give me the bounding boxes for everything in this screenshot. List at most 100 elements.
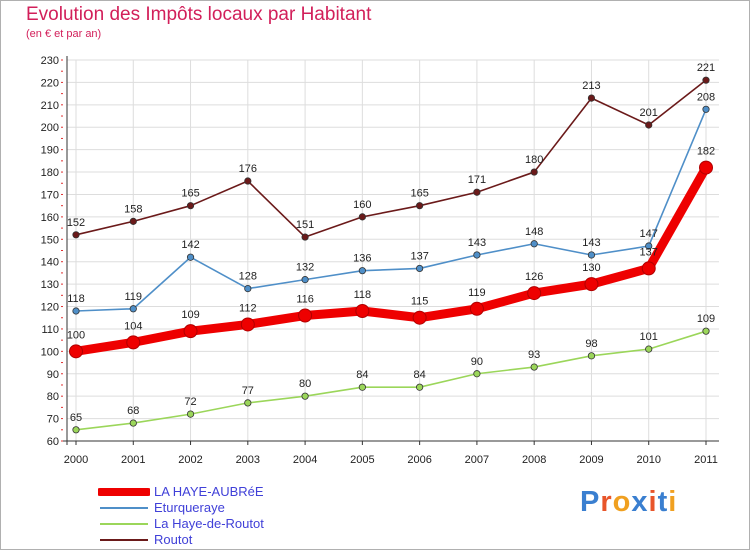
y-minor-tick [61, 137, 63, 139]
y-tick-label: 60 [47, 436, 59, 448]
data-point [645, 121, 653, 129]
data-point [72, 307, 80, 315]
y-minor-tick [61, 70, 63, 72]
x-tick-label: 2005 [350, 454, 374, 466]
y-tick-label: 200 [41, 122, 59, 134]
chart-subtitle: (en € et par an) [26, 28, 102, 40]
data-point [183, 324, 198, 339]
x-tick-label: 2001 [121, 454, 145, 466]
y-tick-label: 230 [41, 55, 59, 67]
legend-label: Eturqueraye [154, 500, 225, 515]
data-label: 137 [640, 246, 658, 258]
data-label: 147 [640, 228, 658, 240]
chart-title: Evolution des Impôts locaux par Habitant [26, 4, 372, 25]
data-point [358, 213, 366, 221]
series-line [75, 330, 707, 431]
data-label: 182 [697, 146, 715, 158]
data-point [72, 231, 80, 239]
data-point [702, 105, 710, 113]
data-point [416, 264, 424, 273]
logo-letter: i [668, 486, 678, 518]
data-label: 132 [296, 262, 314, 274]
data-point [355, 304, 370, 319]
data-label: 101 [640, 331, 658, 343]
data-point [530, 240, 538, 248]
data-point [469, 301, 484, 316]
data-label: 176 [239, 163, 257, 175]
y-minor-tick [61, 250, 63, 251]
y-minor-tick [61, 418, 63, 420]
y-tick-label: 90 [47, 369, 59, 381]
data-label: 171 [468, 174, 486, 186]
y-minor-tick [61, 306, 63, 308]
data-label: 137 [410, 250, 428, 262]
data-point [645, 345, 653, 353]
data-point [473, 370, 481, 378]
y-minor-tick [61, 272, 63, 274]
data-label: 93 [528, 349, 540, 361]
y-tick-label: 220 [41, 77, 59, 89]
data-point [186, 202, 195, 210]
data-label: 136 [353, 253, 371, 265]
data-point [641, 261, 656, 276]
y-tick-label: 210 [41, 100, 59, 112]
data-label: 109 [697, 313, 715, 325]
y-minor-tick [61, 384, 63, 386]
data-point [244, 399, 252, 407]
x-tick-label: 2007 [465, 454, 489, 466]
data-point [530, 168, 538, 176]
x-tick-label: 2002 [178, 454, 202, 466]
x-tick-label: 2011 [694, 454, 718, 466]
data-label: 180 [525, 154, 543, 166]
data-label: 90 [471, 356, 483, 368]
y-minor-tick [61, 126, 63, 128]
y-tick-label: 180 [41, 167, 59, 179]
y-minor-tick [61, 115, 63, 117]
data-point [129, 305, 137, 313]
y-minor-tick [61, 160, 63, 162]
y-minor-tick [61, 440, 63, 442]
data-point [473, 251, 481, 259]
y-minor-tick [61, 339, 63, 341]
data-point [702, 76, 710, 84]
y-minor-tick [61, 283, 63, 285]
y-minor-tick [61, 317, 63, 319]
data-label: 221 [697, 62, 715, 74]
data-label: 115 [411, 296, 429, 308]
y-tick-label: 140 [41, 257, 59, 269]
y-minor-tick [61, 93, 63, 95]
y-minor-tick [61, 171, 63, 173]
data-point [412, 310, 427, 325]
y-tick-label: 150 [41, 234, 59, 246]
data-label: 84 [414, 369, 426, 381]
logo-letter: t [657, 486, 669, 518]
logo-letter: i [648, 486, 658, 518]
legend-swatch [100, 507, 148, 509]
x-tick-label: 2003 [236, 454, 260, 466]
data-point [587, 251, 596, 259]
y-minor-tick [61, 406, 63, 408]
data-label: 80 [299, 378, 311, 390]
data-point [584, 277, 599, 292]
data-label: 118 [67, 293, 85, 305]
data-point [358, 267, 366, 275]
y-minor-tick [61, 227, 63, 229]
y-minor-tick [61, 238, 63, 240]
data-label: 151 [296, 219, 314, 231]
y-minor-tick [61, 81, 63, 83]
data-label: 148 [525, 226, 543, 238]
data-label: 100 [67, 329, 85, 341]
data-point [301, 233, 309, 241]
y-minor-tick [61, 104, 63, 106]
data-label: 72 [184, 396, 196, 408]
data-point [587, 352, 596, 360]
data-point [473, 188, 481, 196]
data-label: 112 [239, 302, 257, 314]
proxiti-logo: Proxiti [580, 486, 677, 519]
data-label: 98 [585, 338, 597, 350]
data-label: 143 [582, 237, 600, 249]
series-line [75, 79, 707, 238]
data-label: 152 [67, 217, 85, 229]
x-tick-label: 2000 [64, 454, 88, 466]
y-minor-tick [61, 182, 63, 184]
